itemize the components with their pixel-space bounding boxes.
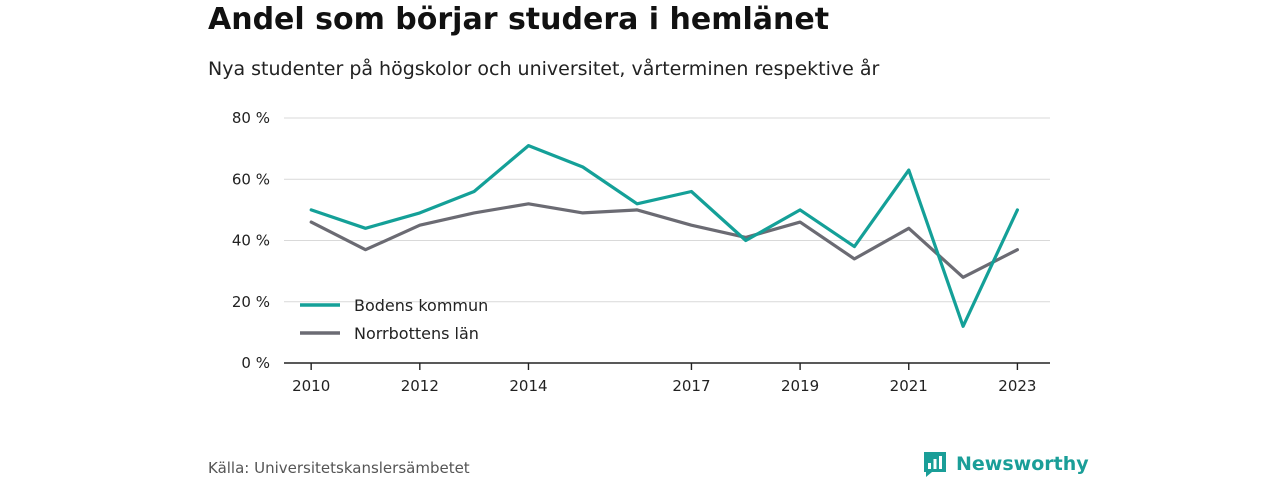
x-tick-label: 2012 bbox=[401, 377, 439, 395]
line-chart: 0 % 20 % 40 % 60 % 80 % 2010 2012 2014 2017 2019 2… bbox=[232, 109, 1050, 395]
y-tick-label: 60 % bbox=[232, 170, 270, 188]
y-tick-label: 0 % bbox=[241, 354, 270, 372]
x-tick-label: 2014 bbox=[509, 377, 547, 395]
y-tick-label: 80 % bbox=[232, 109, 270, 127]
y-tick-label: 20 % bbox=[232, 293, 270, 311]
x-tick-label: 2019 bbox=[781, 377, 819, 395]
series-line bbox=[309, 144, 1020, 328]
series-lines bbox=[309, 144, 1020, 328]
bar-chart-logo-icon bbox=[924, 452, 946, 477]
x-tick-label: 2010 bbox=[292, 377, 330, 395]
series-line bbox=[309, 202, 1020, 279]
x-tick-label: 2021 bbox=[890, 377, 928, 395]
brand-logo: Newsworthy bbox=[922, 450, 1089, 478]
legend: Bodens kommun Norrbottens län bbox=[300, 296, 488, 343]
y-tick-label: 40 % bbox=[232, 232, 270, 250]
brand-name: Newsworthy bbox=[956, 453, 1089, 475]
x-tick-label: 2017 bbox=[672, 377, 710, 395]
legend-label: Bodens kommun bbox=[354, 296, 488, 315]
source-note: Källa: Universitetskanslersämbetet bbox=[208, 459, 470, 477]
axes: 0 % 20 % 40 % 60 % 80 % 2010 2012 2014 2017 2019 2… bbox=[232, 109, 1050, 395]
x-tick-label: 2023 bbox=[998, 377, 1036, 395]
legend-label: Norrbottens län bbox=[354, 324, 479, 343]
grid-lines bbox=[284, 117, 1050, 303]
chart-subtitle: Nya studenter på högskolor och universit… bbox=[208, 58, 880, 80]
chart-title: Andel som börjar studera i hemlänet bbox=[208, 2, 830, 37]
